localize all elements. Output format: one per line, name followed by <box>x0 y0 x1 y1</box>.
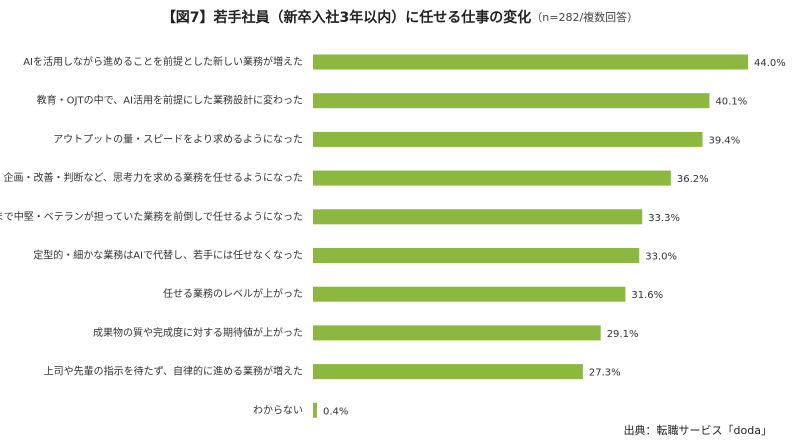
bar <box>313 54 748 70</box>
value-label: 36.2% <box>677 174 709 185</box>
category-label: 企画・改善・判断など、思考力を求める業務を任せるようになった <box>4 171 304 184</box>
value-label: 0.4% <box>323 406 348 417</box>
bar <box>313 170 671 186</box>
value-label: 31.6% <box>631 290 663 301</box>
source: 出典：転職サービス「doda」 <box>624 423 772 437</box>
category-label: 任せる業務のレベルが上がった <box>163 287 303 300</box>
category-label: これまで中堅・ベテランが担っていた業務を前倒しで任せるようになった <box>0 210 303 223</box>
category-label: 上司や先輩の指示を待たず、自律的に進める業務が増えた <box>44 365 303 378</box>
chart-title-group: 【図7】若手社員（新卒入社3年以内）に任せる仕事の変化（n=282/複数回答） <box>162 9 638 26</box>
bar <box>313 93 710 109</box>
bar <box>313 286 626 302</box>
category-label: 定型的・細かな業務はAIで代替し、若手には任せなくなった <box>33 249 303 262</box>
value-label: 27.3% <box>589 368 621 379</box>
category-label: 教育・OJTの中で、AI活用を前提にした業務設計に変わった <box>37 94 303 107</box>
bar <box>313 364 583 380</box>
category-label: 成果物の質や完成度に対する期待値が上がった <box>93 326 303 339</box>
bar <box>313 325 601 341</box>
bar <box>313 209 643 225</box>
category-label: わからない <box>253 404 303 416</box>
value-label: 29.1% <box>607 329 639 340</box>
bar <box>313 248 640 263</box>
bar <box>313 131 703 147</box>
category-label: AIを活用しながら進めることを前提とした新しい業務が増えた <box>23 55 303 68</box>
value-label: 33.0% <box>645 252 677 263</box>
chart-title: 【図7】若手社員（新卒入社3年以内）に任せる仕事の変化 <box>162 9 531 26</box>
value-label: 33.3% <box>648 213 680 224</box>
value-label: 40.1% <box>715 97 747 108</box>
value-label: 39.4% <box>709 135 741 146</box>
category-label: アウトプットの量・スピードをより求めるようになった <box>53 133 303 145</box>
value-label: 44.0% <box>754 58 786 69</box>
chart-subtitle: （n=282/複数回答） <box>531 10 638 24</box>
bar <box>313 402 317 418</box>
